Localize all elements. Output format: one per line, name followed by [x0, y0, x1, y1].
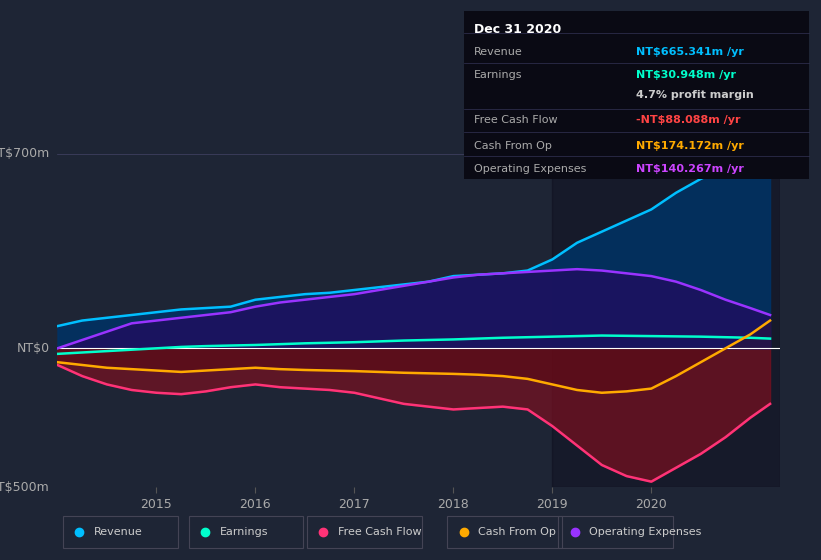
- Text: Operating Expenses: Operating Expenses: [589, 527, 702, 537]
- Bar: [553, 140, 780, 487]
- Text: Revenue: Revenue: [94, 527, 143, 537]
- Text: Free Cash Flow: Free Cash Flow: [338, 527, 422, 537]
- Text: -NT$88.088m /yr: -NT$88.088m /yr: [636, 115, 741, 125]
- Text: Dec 31 2020: Dec 31 2020: [475, 23, 562, 36]
- Text: -NT$500m: -NT$500m: [0, 480, 49, 494]
- Text: NT$174.172m /yr: NT$174.172m /yr: [636, 141, 744, 151]
- Text: Revenue: Revenue: [475, 46, 523, 57]
- Text: Earnings: Earnings: [475, 70, 523, 80]
- Text: Earnings: Earnings: [220, 527, 268, 537]
- Text: NT$30.948m /yr: NT$30.948m /yr: [636, 70, 736, 80]
- Text: NT$0: NT$0: [16, 342, 49, 355]
- Text: Operating Expenses: Operating Expenses: [475, 164, 586, 174]
- Text: Free Cash Flow: Free Cash Flow: [475, 115, 557, 125]
- Text: Cash From Op: Cash From Op: [479, 527, 557, 537]
- Text: NT$665.341m /yr: NT$665.341m /yr: [636, 46, 744, 57]
- Text: NT$700m: NT$700m: [0, 147, 49, 160]
- Text: 4.7% profit margin: 4.7% profit margin: [636, 90, 754, 100]
- Text: Cash From Op: Cash From Op: [475, 141, 552, 151]
- Text: NT$140.267m /yr: NT$140.267m /yr: [636, 164, 744, 174]
